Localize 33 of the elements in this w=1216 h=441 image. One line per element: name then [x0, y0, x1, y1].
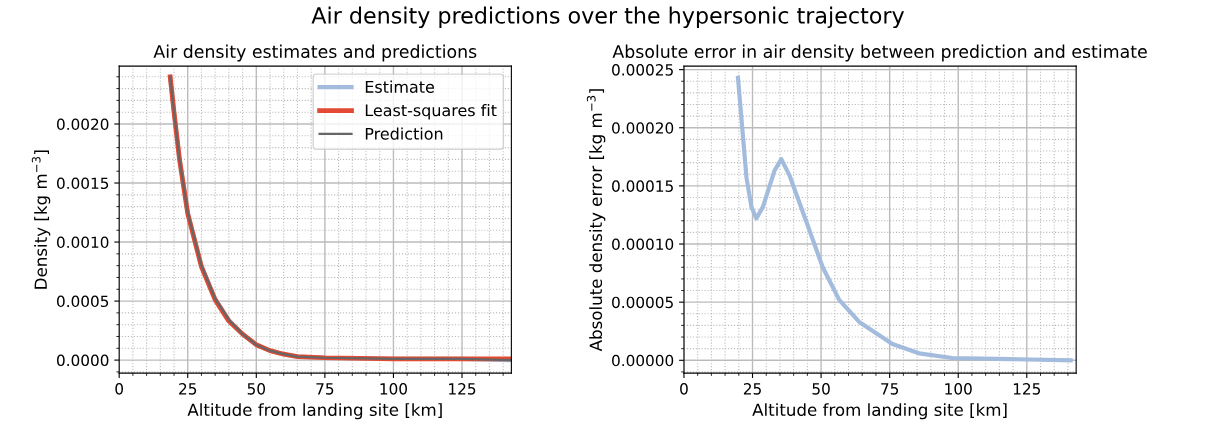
legend-label: Least-squares fit [365, 103, 497, 120]
x-tick-label: 125 [1013, 383, 1041, 395]
x-tick-label: 0 [115, 383, 124, 395]
x-axis-title: Altitude from landing site [km] [752, 403, 1007, 420]
x-axis-title: Altitude from landing site [km] [187, 403, 442, 420]
text: Air density predictions over the hypersonic trajectory [311, 6, 905, 29]
y-tick-label: 0.0010 [57, 236, 109, 249]
chart-title: Absolute error in air density between prediction and estimate [612, 44, 1147, 62]
y-tick-label: 0.0020 [57, 118, 109, 131]
y-tick-label: 0.00010 [612, 238, 674, 251]
y-axis-title: Absolute density error [kg m$^{−3}$] [586, 89, 606, 352]
x-tick-label: 50 [247, 383, 266, 395]
y-tick-label: 0.0015 [57, 177, 109, 190]
legend-label: Estimate [365, 80, 434, 93]
x-tick-label: 50 [812, 383, 830, 395]
y-tick-label: 0.00020 [612, 122, 674, 134]
x-tick-label: 25 [179, 383, 197, 395]
y-tick-label: 0.00025 [612, 64, 673, 76]
y-axis-title: Density [kg m$^{−3}$] [31, 150, 51, 289]
x-tick-label: 75 [316, 383, 334, 395]
y-tick-label: 0.00005 [612, 296, 673, 309]
x-tick-label: 25 [743, 383, 761, 395]
chart-title: Air density estimates and predictions [153, 44, 477, 62]
y-tick-label: 0.00000 [612, 354, 674, 367]
y-tick-label: 0.0005 [57, 295, 109, 308]
x-tick-label: 0 [680, 383, 688, 395]
x-tick-label: 125 [449, 383, 476, 395]
legend-label: Prediction [365, 127, 443, 140]
y-tick-label: 0.00015 [612, 180, 673, 192]
x-tick-label: 75 [881, 383, 899, 395]
y-tick-label: 0.0000 [57, 354, 109, 367]
x-tick-label: 100 [380, 383, 408, 395]
x-tick-label: 100 [945, 383, 972, 395]
